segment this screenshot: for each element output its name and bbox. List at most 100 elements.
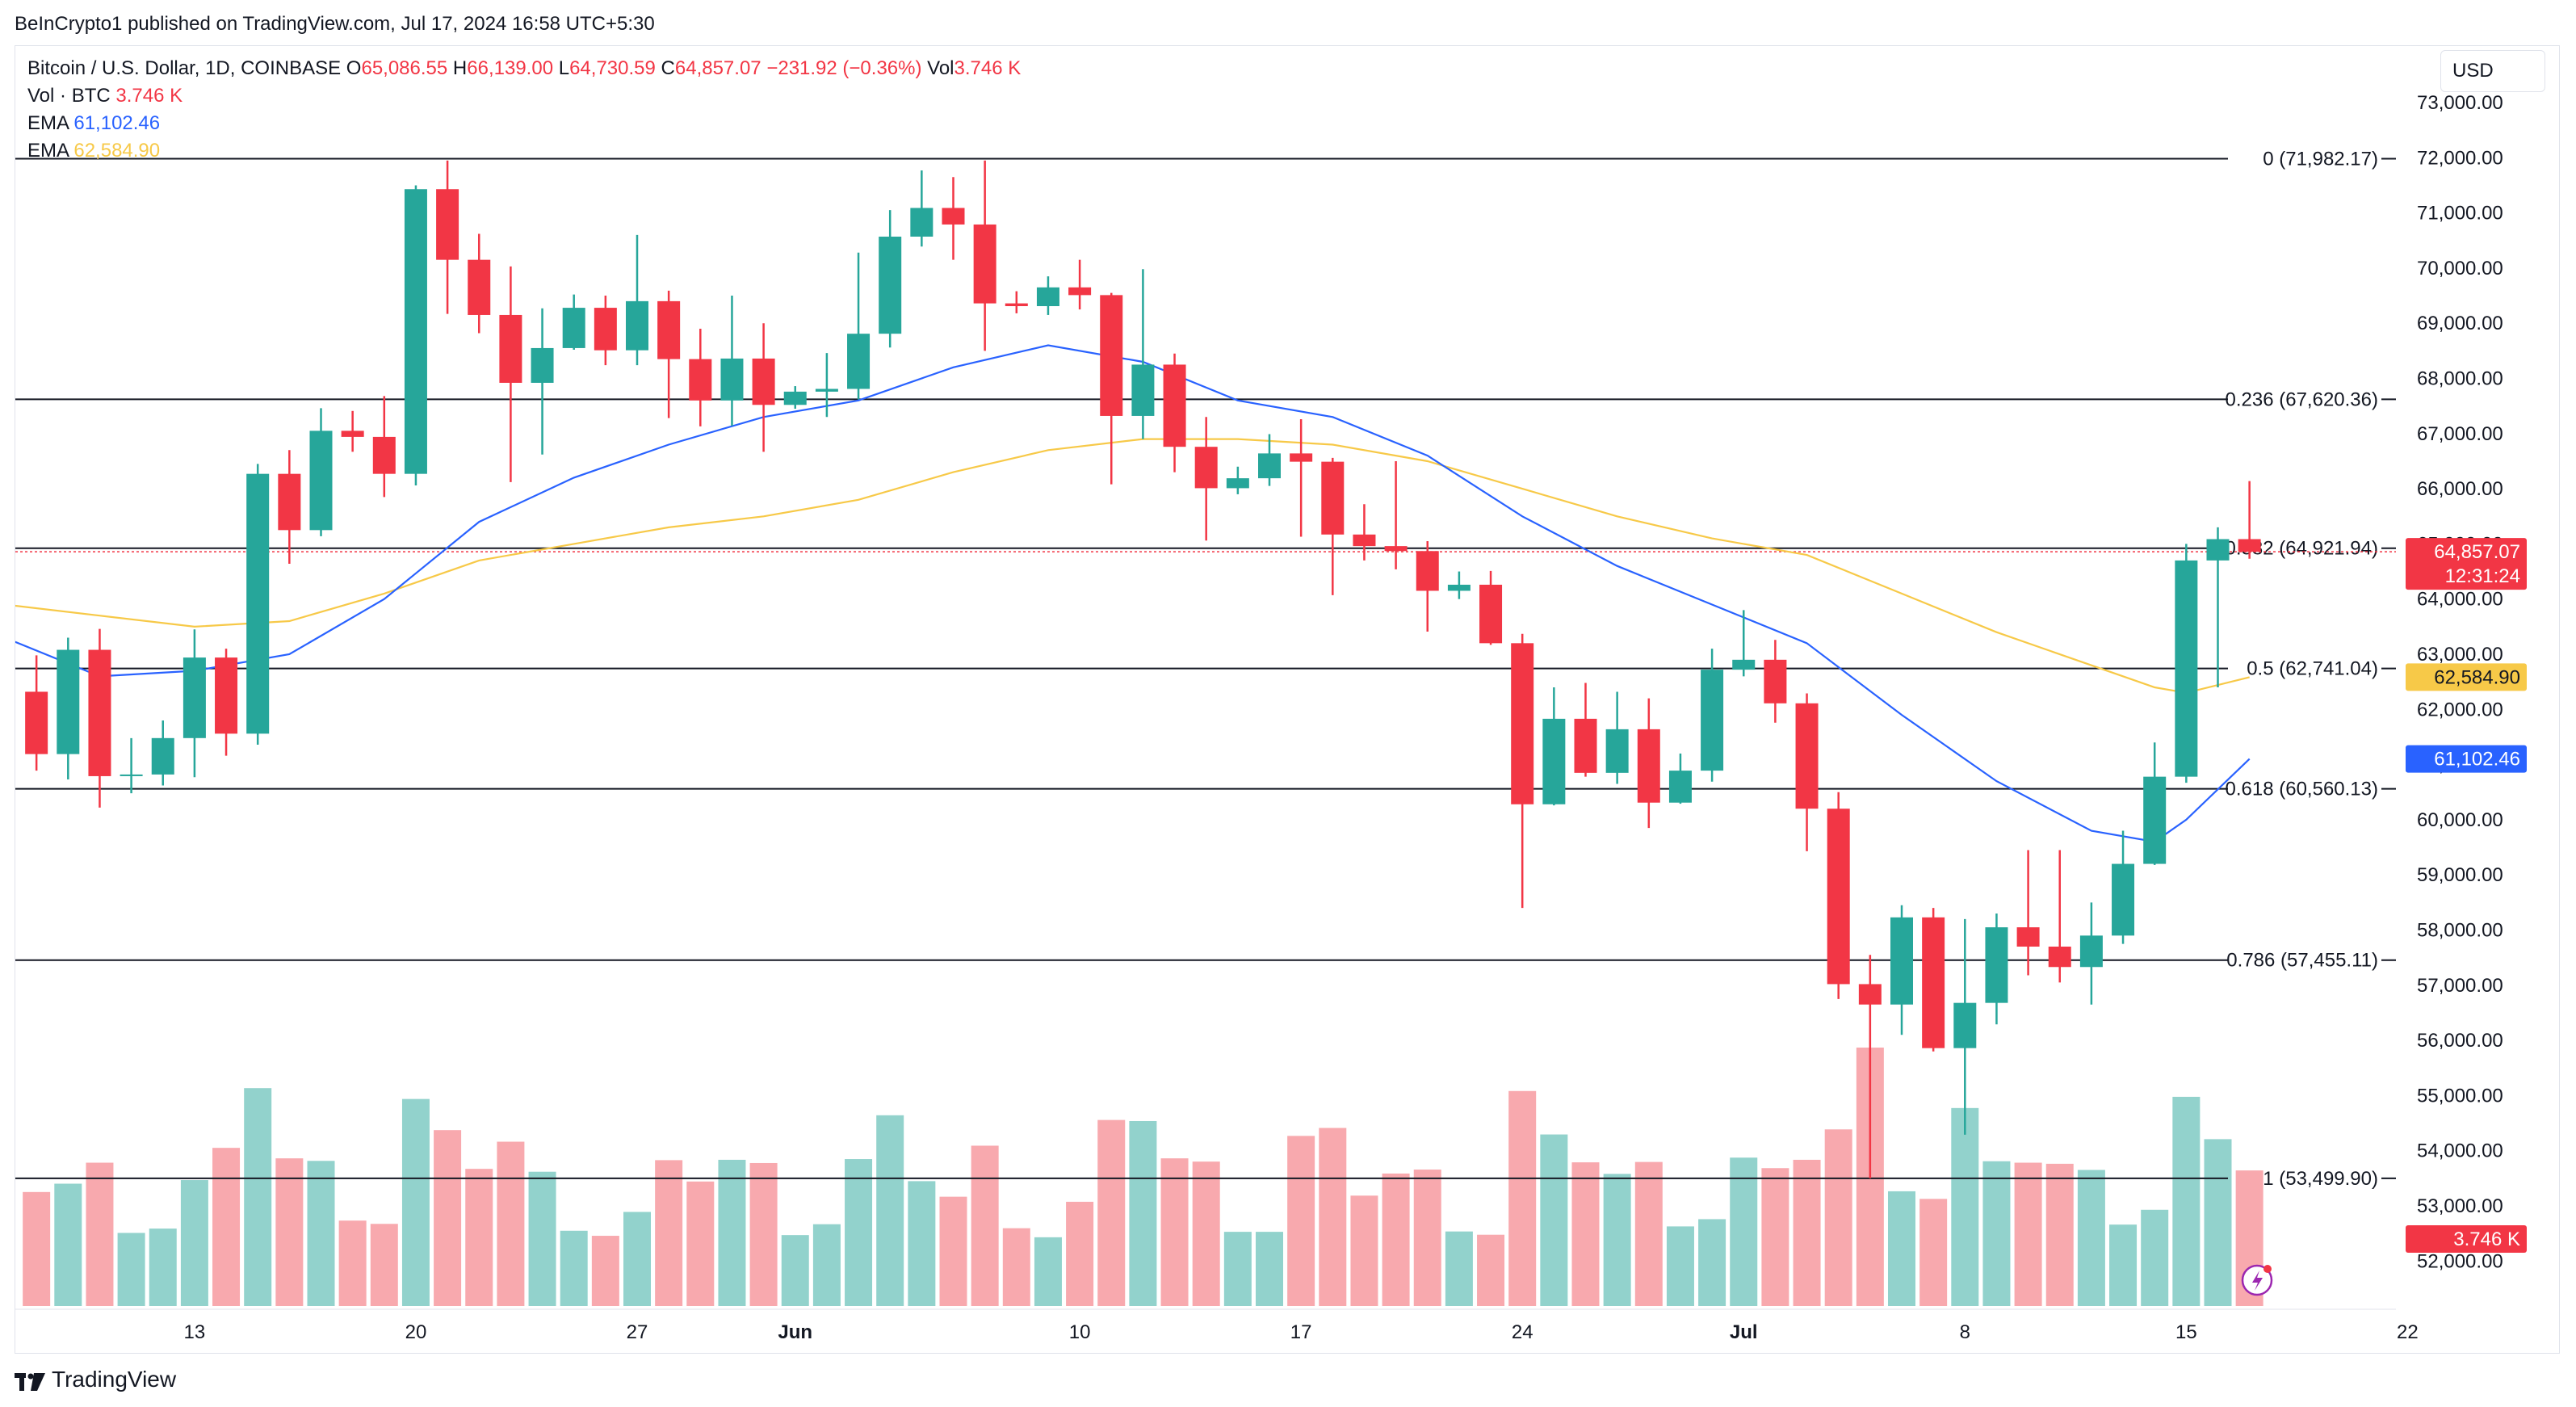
volume-bar [2141,1209,2169,1306]
volume-bar [1761,1168,1789,1306]
volume-bar [1951,1107,1979,1306]
time-tick-label: 22 [2397,1321,2419,1343]
badge-background [2406,663,2527,691]
candle-body [847,334,871,389]
currency-selector[interactable]: USD [2440,50,2545,92]
candle [594,296,617,366]
candle-body [1447,584,1471,591]
candle [1574,682,1597,777]
legend-symbol[interactable]: Bitcoin / U.S. Dollar, 1D, COINBASE [27,57,342,79]
candle-body [1194,447,1218,489]
candle-body [120,774,143,776]
candle-body [1732,659,1756,670]
tradingview-logo-icon [15,1371,45,1391]
volume-bar [560,1230,588,1306]
volume-bar [1477,1234,1505,1306]
volume-bar [1603,1174,1631,1306]
candle-body [1542,718,1566,804]
legend-close-value: 64,857.07 [674,57,761,79]
volume-bar [1319,1128,1347,1306]
candle [120,737,143,794]
price-tick-label: 72,000.00 [2417,147,2503,169]
candle [436,160,459,314]
volume-bar [1002,1228,1030,1306]
volume-bar [338,1220,367,1306]
candle [531,308,554,455]
tradingview-brand[interactable]: TradingView [15,1367,176,1392]
candle [1985,914,2008,1025]
candle [1795,693,1819,851]
price-tick-label: 58,000.00 [2417,920,2503,942]
volume-bar [149,1228,177,1306]
volume-bar [1129,1120,1157,1306]
legend-change: −231.92 (−0.36%) [766,57,922,79]
candle [151,720,174,786]
volume-bar [655,1160,683,1306]
volume-bar [591,1236,619,1306]
price-tick-label: 70,000.00 [2417,258,2503,279]
ema-slow-line [15,438,2250,694]
time-tick-label: 10 [1069,1321,1091,1343]
flash-icon-dot [2263,1265,2272,1273]
volume-bar [1445,1231,1473,1306]
candle-body [531,347,554,383]
candle [626,234,648,366]
candle [309,408,333,536]
legend-high-value: 66,139.00 [467,57,554,79]
legend-ema-fast-label: EMA [27,112,69,134]
candle [879,210,902,348]
time-tick-label: Jul [1730,1321,1758,1343]
volume-bar [939,1196,967,1306]
volume-bar [86,1162,114,1306]
time-tick-label: 17 [1290,1321,1312,1343]
price-tick-label: 67,000.00 [2417,423,2503,445]
candle-body [626,300,648,351]
volume-bar [465,1169,493,1306]
price-tick-label: 57,000.00 [2417,975,2503,997]
candle [1668,753,1692,804]
legend-volume-row[interactable]: Vol · BTC 3.746 K [27,82,1021,110]
candle [2143,742,2167,865]
candle [847,252,871,400]
candle [2206,527,2230,687]
candle-body [436,189,459,260]
candle [1163,353,1186,472]
volume-bar [1160,1158,1189,1306]
price-tick-label: 59,000.00 [2417,864,2503,886]
candle-body [1922,917,1945,1048]
candle [25,655,48,771]
volume-bar [54,1183,82,1306]
candle [372,396,396,498]
time-axis: 13 20 27 Jun 10 17 24 Jul 8 15 22 [15,1308,2419,1343]
candle-body [879,236,902,334]
candle-body [2238,539,2261,552]
candle-body [25,691,48,754]
volume-bar [971,1145,999,1306]
candle-body [2048,946,2071,968]
chart-frame[interactable]: 0 (71,982.17) 0.236 (67,620.36) 0.382 (64,… [15,45,2560,1354]
volume-bar [1034,1237,1062,1306]
candle-body [1258,453,1281,479]
volume-bar [307,1161,335,1306]
price-tick-label: 69,000.00 [2417,313,2503,334]
price-tick-label: 55,000.00 [2417,1085,2503,1107]
candle-body [562,308,585,348]
candle-body [910,208,933,237]
candle [1732,610,1756,677]
candle [1100,292,1123,485]
candle [1858,955,1882,1178]
candle [1321,457,1345,595]
volume-bar [401,1098,430,1306]
price-tick-label: 63,000.00 [2417,644,2503,666]
candle-body [815,388,838,392]
fib-label: 0.618 (60,560.13) [2226,779,2378,800]
volume-bar [1287,1136,1315,1306]
legend-ema-slow-row[interactable]: EMA 62,584.90 [27,137,1021,165]
legend-ema-slow-value: 62,584.90 [73,140,161,162]
price-chart[interactable]: 0 (71,982.17)0.236 (67,620.36)0.382 (64,… [15,46,2559,1353]
volume-bar [812,1224,841,1306]
price-tick-label: 66,000.00 [2417,478,2503,500]
volume-bar [23,1191,51,1306]
legend-ema-fast-row[interactable]: EMA 61,102.46 [27,110,1021,137]
candle [1605,691,1629,784]
